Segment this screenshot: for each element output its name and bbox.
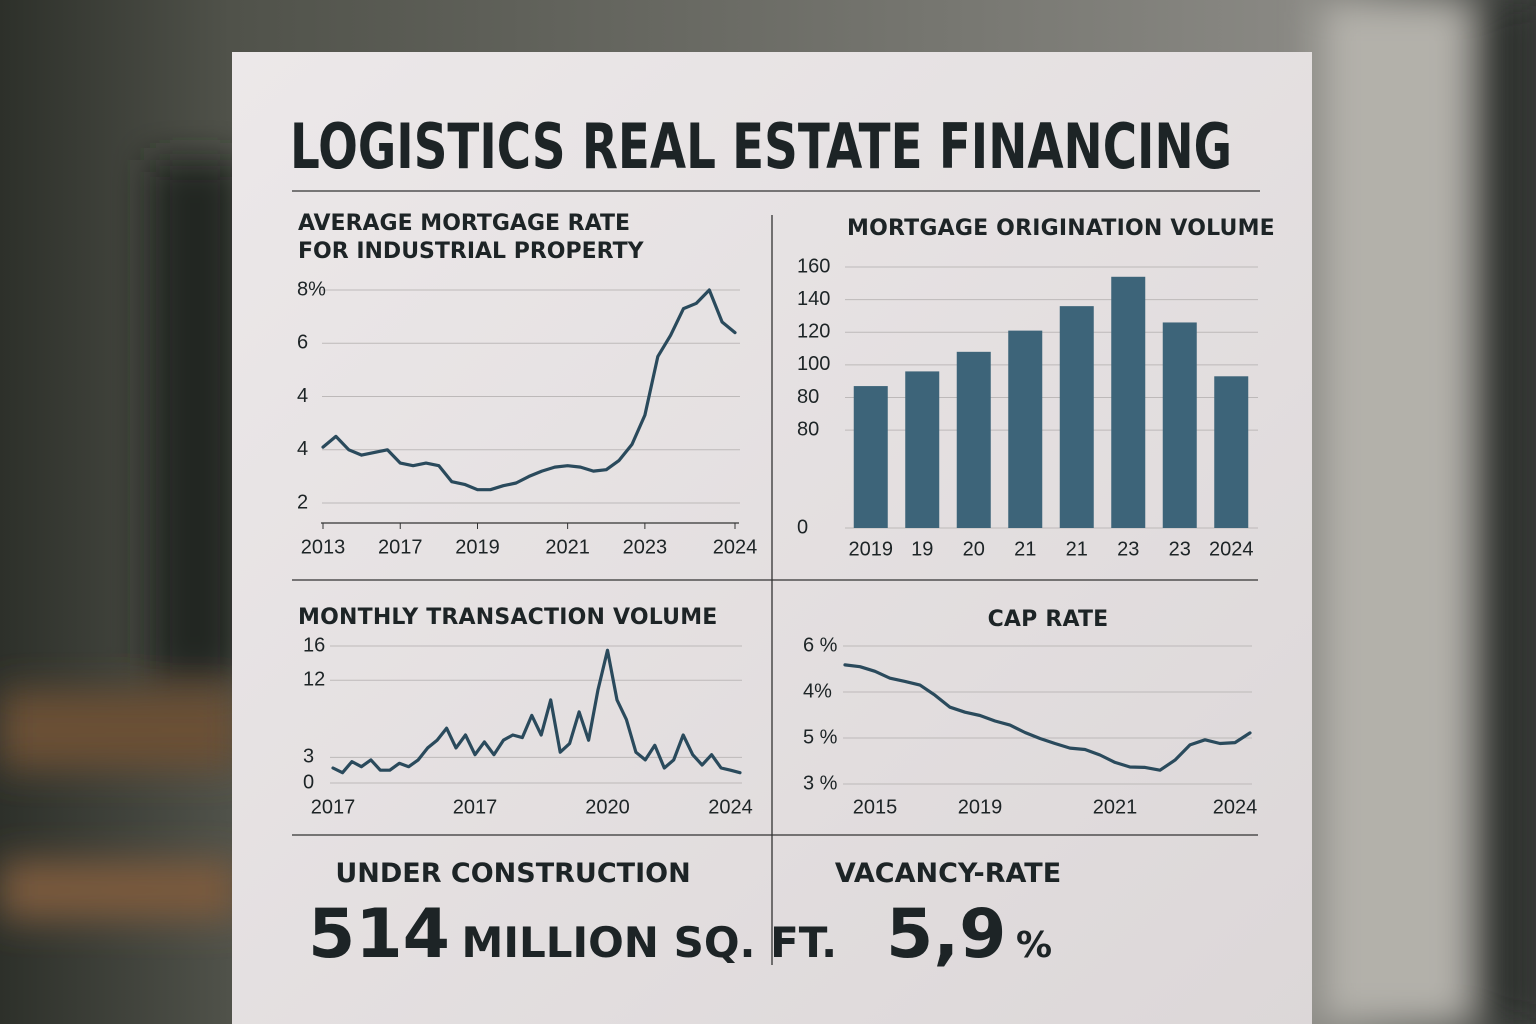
y-tick-label: 16 xyxy=(303,634,325,656)
x-tick-label: 2024 xyxy=(1213,796,1258,818)
x-tick-label: 2017 xyxy=(311,796,356,818)
data-line xyxy=(843,663,1252,772)
y-tick-label: 0 xyxy=(797,516,808,538)
bar xyxy=(1111,276,1146,528)
data-line xyxy=(321,288,737,492)
x-tick-label: 21 xyxy=(1014,538,1036,560)
page-title: LOGISTICS REAL ESTATE FINANCING xyxy=(290,110,1232,183)
y-tick-label: 5 % xyxy=(803,726,838,748)
bar xyxy=(1059,306,1094,528)
x-tick-label: 19 xyxy=(911,538,933,560)
y-tick-label: 12 xyxy=(303,669,325,691)
kpi-unit: % xyxy=(1016,925,1052,966)
x-tick-label: 2024 xyxy=(1209,538,1254,560)
y-tick-label: 2 xyxy=(297,491,308,513)
bar xyxy=(1008,330,1043,528)
y-tick-label: 6 % xyxy=(803,634,838,656)
x-tick-label: 23 xyxy=(1169,538,1191,560)
kpi-label: VACANCY-RATE xyxy=(835,858,1061,889)
kpi-value: 514 xyxy=(308,895,450,974)
x-tick-label: 2017 xyxy=(378,536,423,558)
x-tick-label: 2024 xyxy=(708,796,753,818)
y-tick-label: 80 xyxy=(797,418,819,440)
y-tick-label: 4 xyxy=(297,438,308,460)
x-tick-label: 2021 xyxy=(1093,796,1138,818)
y-tick-label: 3 xyxy=(303,746,314,768)
y-tick-label: 80 xyxy=(797,386,819,408)
kpi: 514 MILLION SQ. FT. xyxy=(308,895,837,974)
chart-title-wrap: AVERAGE MORTGAGE RATE FOR INDUSTRIAL PRO… xyxy=(298,211,644,264)
x-tick-label: 2020 xyxy=(585,796,630,818)
y-tick-label: 160 xyxy=(797,255,830,277)
x-tick-label: 2019 xyxy=(958,796,1003,818)
bar xyxy=(1162,322,1197,528)
y-tick-label: 0 xyxy=(303,771,314,793)
y-tick-label: 8% xyxy=(297,278,326,300)
x-tick-label: 2023 xyxy=(623,536,668,558)
kpi-value: 5,9 xyxy=(886,895,1006,974)
chart-title: MONTHLY TRANSACTION VOLUME xyxy=(298,605,718,630)
x-tick-label: 2024 xyxy=(713,536,758,558)
x-tick-label: 2013 xyxy=(301,536,346,558)
y-tick-label: 4 xyxy=(297,385,308,407)
chart-title: MORTGAGE ORIGINATION VOLUME xyxy=(847,216,1275,241)
bar xyxy=(1214,376,1249,528)
y-tick-label: 140 xyxy=(797,288,830,310)
kpi: 5,9 % xyxy=(886,895,1052,974)
bar xyxy=(905,371,940,528)
x-tick-label: 23 xyxy=(1117,538,1139,560)
y-tick-label: 4% xyxy=(803,680,832,702)
y-tick-label: 120 xyxy=(797,321,830,343)
data-line xyxy=(331,648,742,775)
chart-title: CAP RATE xyxy=(988,607,1109,632)
kpi-unit: MILLION SQ. FT. xyxy=(462,918,838,967)
x-tick-label: 2021 xyxy=(545,536,590,558)
x-tick-label: 20 xyxy=(963,538,985,560)
y-tick-label: 100 xyxy=(797,353,830,375)
x-tick-label: 21 xyxy=(1066,538,1088,560)
x-tick-label: 2017 xyxy=(453,796,498,818)
y-tick-label: 3 % xyxy=(803,772,838,794)
bar xyxy=(853,386,888,528)
x-tick-label: 2019 xyxy=(455,536,500,558)
kpi-label: UNDER CONSTRUCTION xyxy=(335,858,690,889)
x-tick-label: 2015 xyxy=(853,796,898,818)
y-tick-label: 6 xyxy=(297,332,308,354)
x-tick-label: 2019 xyxy=(849,538,894,560)
chart-title: AVERAGE MORTGAGE RATE FOR INDUSTRIAL PRO… xyxy=(298,211,644,264)
bar xyxy=(956,351,991,528)
